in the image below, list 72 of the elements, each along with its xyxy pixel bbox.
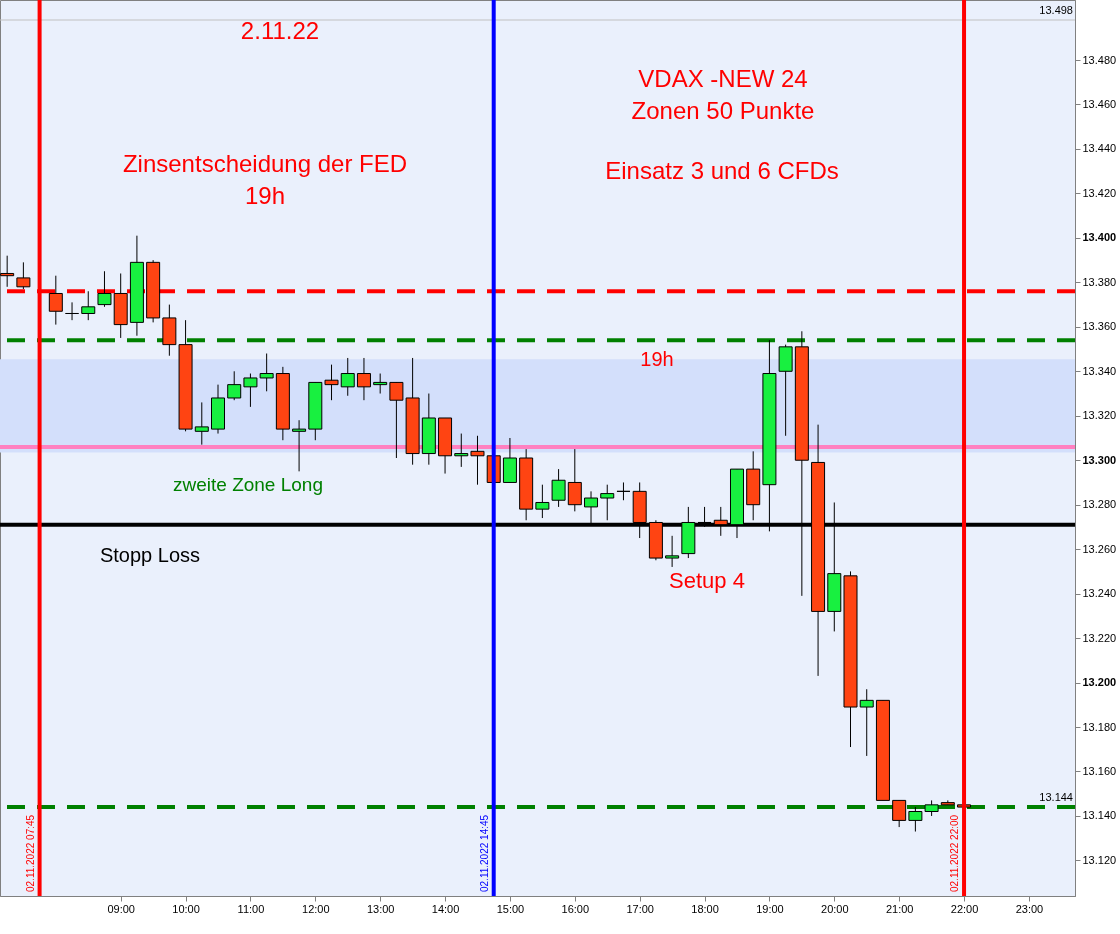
x-tick-label: 16:00: [561, 902, 590, 915]
candlestick: [454, 433, 469, 468]
y-tick-label: 13.260: [1082, 542, 1117, 555]
y-tick-label: 13.280: [1082, 498, 1117, 511]
x-tick-label: 15:00: [496, 902, 525, 915]
y-tick-label: 13.420: [1082, 186, 1117, 199]
x-tick-label: 10:00: [172, 902, 200, 915]
annotation: Einsatz 3 und 6 CFDs: [605, 157, 839, 184]
y-tick-label: 13.460: [1082, 98, 1117, 110]
candlestick: [340, 357, 355, 397]
y-tick-label: 13.220: [1082, 631, 1117, 644]
candlestick: [535, 484, 550, 519]
x-tick-label: 14:00: [431, 902, 460, 915]
y-tick-label: 13.300: [1082, 453, 1117, 466]
annotation: Setup 4: [669, 568, 745, 593]
y-tick-label: 13.180: [1082, 720, 1117, 733]
y-tick-label: 13.440: [1082, 142, 1117, 155]
annotation: VDAX -NEW 24 Zonen 50 Punkte: [631, 65, 815, 124]
y-tick-label: 13.200: [1082, 676, 1117, 689]
candlestick: [616, 481, 631, 501]
x-tick-label: 23:00: [1015, 902, 1044, 915]
candlestick: [48, 275, 63, 326]
x-tick-label: 13:00: [366, 902, 395, 915]
candlestick: [567, 448, 582, 512]
x-tick-label: 20:00: [821, 902, 849, 915]
x-tick-label: 22:00: [950, 902, 979, 915]
annotation: zweite Zone Long: [173, 474, 323, 495]
candlestick: [470, 435, 485, 486]
x-tick-label: 21:00: [885, 902, 914, 915]
candlestick: [16, 261, 31, 290]
ref-line-label: 02.11.2022 07:45: [24, 814, 36, 892]
annotation: Zinsentscheidung der FED 19h: [122, 150, 408, 209]
y-tick-label: 13.360: [1082, 320, 1117, 333]
candlestick: [551, 468, 566, 508]
candlestick: [292, 419, 307, 472]
x-tick-label: 17:00: [626, 902, 654, 915]
x-tick-label: 11:00: [237, 902, 265, 915]
annotation: 19h: [640, 348, 674, 370]
y-tick-label: 13.240: [1082, 587, 1117, 600]
x-tick-label: 19:00: [756, 902, 784, 915]
y-tick-label: 13.320: [1082, 409, 1117, 422]
y-tick-label: 13.340: [1082, 364, 1117, 377]
candlestick: [227, 370, 242, 401]
candlestick: [356, 357, 371, 401]
candlestick: [665, 535, 680, 568]
candlestick: [259, 353, 274, 392]
y-tick-label: 13.480: [1082, 53, 1117, 66]
y-tick-label: 13.120: [1082, 853, 1117, 866]
candlestick: [243, 373, 258, 408]
annotation: 2.11.22: [240, 17, 320, 44]
x-tick-label: 09:00: [107, 902, 135, 915]
ref-line-label: 13.144: [1039, 791, 1073, 804]
ref-line-label: 13.498: [1039, 4, 1073, 17]
candlestick: [0, 255, 15, 288]
x-tick-label: 12:00: [302, 902, 330, 915]
candlestick: [324, 364, 339, 401]
annotation: Stopp Loss: [99, 544, 201, 566]
y-tick-label: 13.400: [1082, 231, 1117, 244]
y-tick-label: 13.140: [1082, 809, 1117, 822]
y-tick-label: 13.160: [1082, 764, 1117, 777]
ref-line-label: 02.11.2022 14:45: [478, 814, 490, 892]
x-tick-label: 18:00: [691, 902, 719, 915]
candlestick: [81, 290, 96, 321]
candlestick: [892, 799, 907, 828]
candlestick: [97, 270, 112, 308]
candlestick: [859, 688, 874, 757]
candlestick: [194, 401, 209, 446]
candlestick: [373, 373, 388, 395]
candlestick: [600, 484, 615, 521]
ref-line-label: 02.11.2022 22:00: [949, 814, 961, 892]
candlestick: [65, 301, 80, 321]
y-tick-label: 13.380: [1082, 275, 1117, 288]
